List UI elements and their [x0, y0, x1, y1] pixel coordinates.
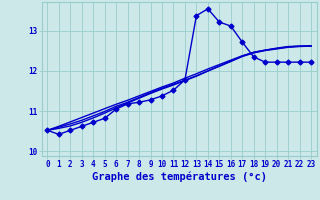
X-axis label: Graphe des températures (°c): Graphe des températures (°c) — [92, 172, 267, 182]
